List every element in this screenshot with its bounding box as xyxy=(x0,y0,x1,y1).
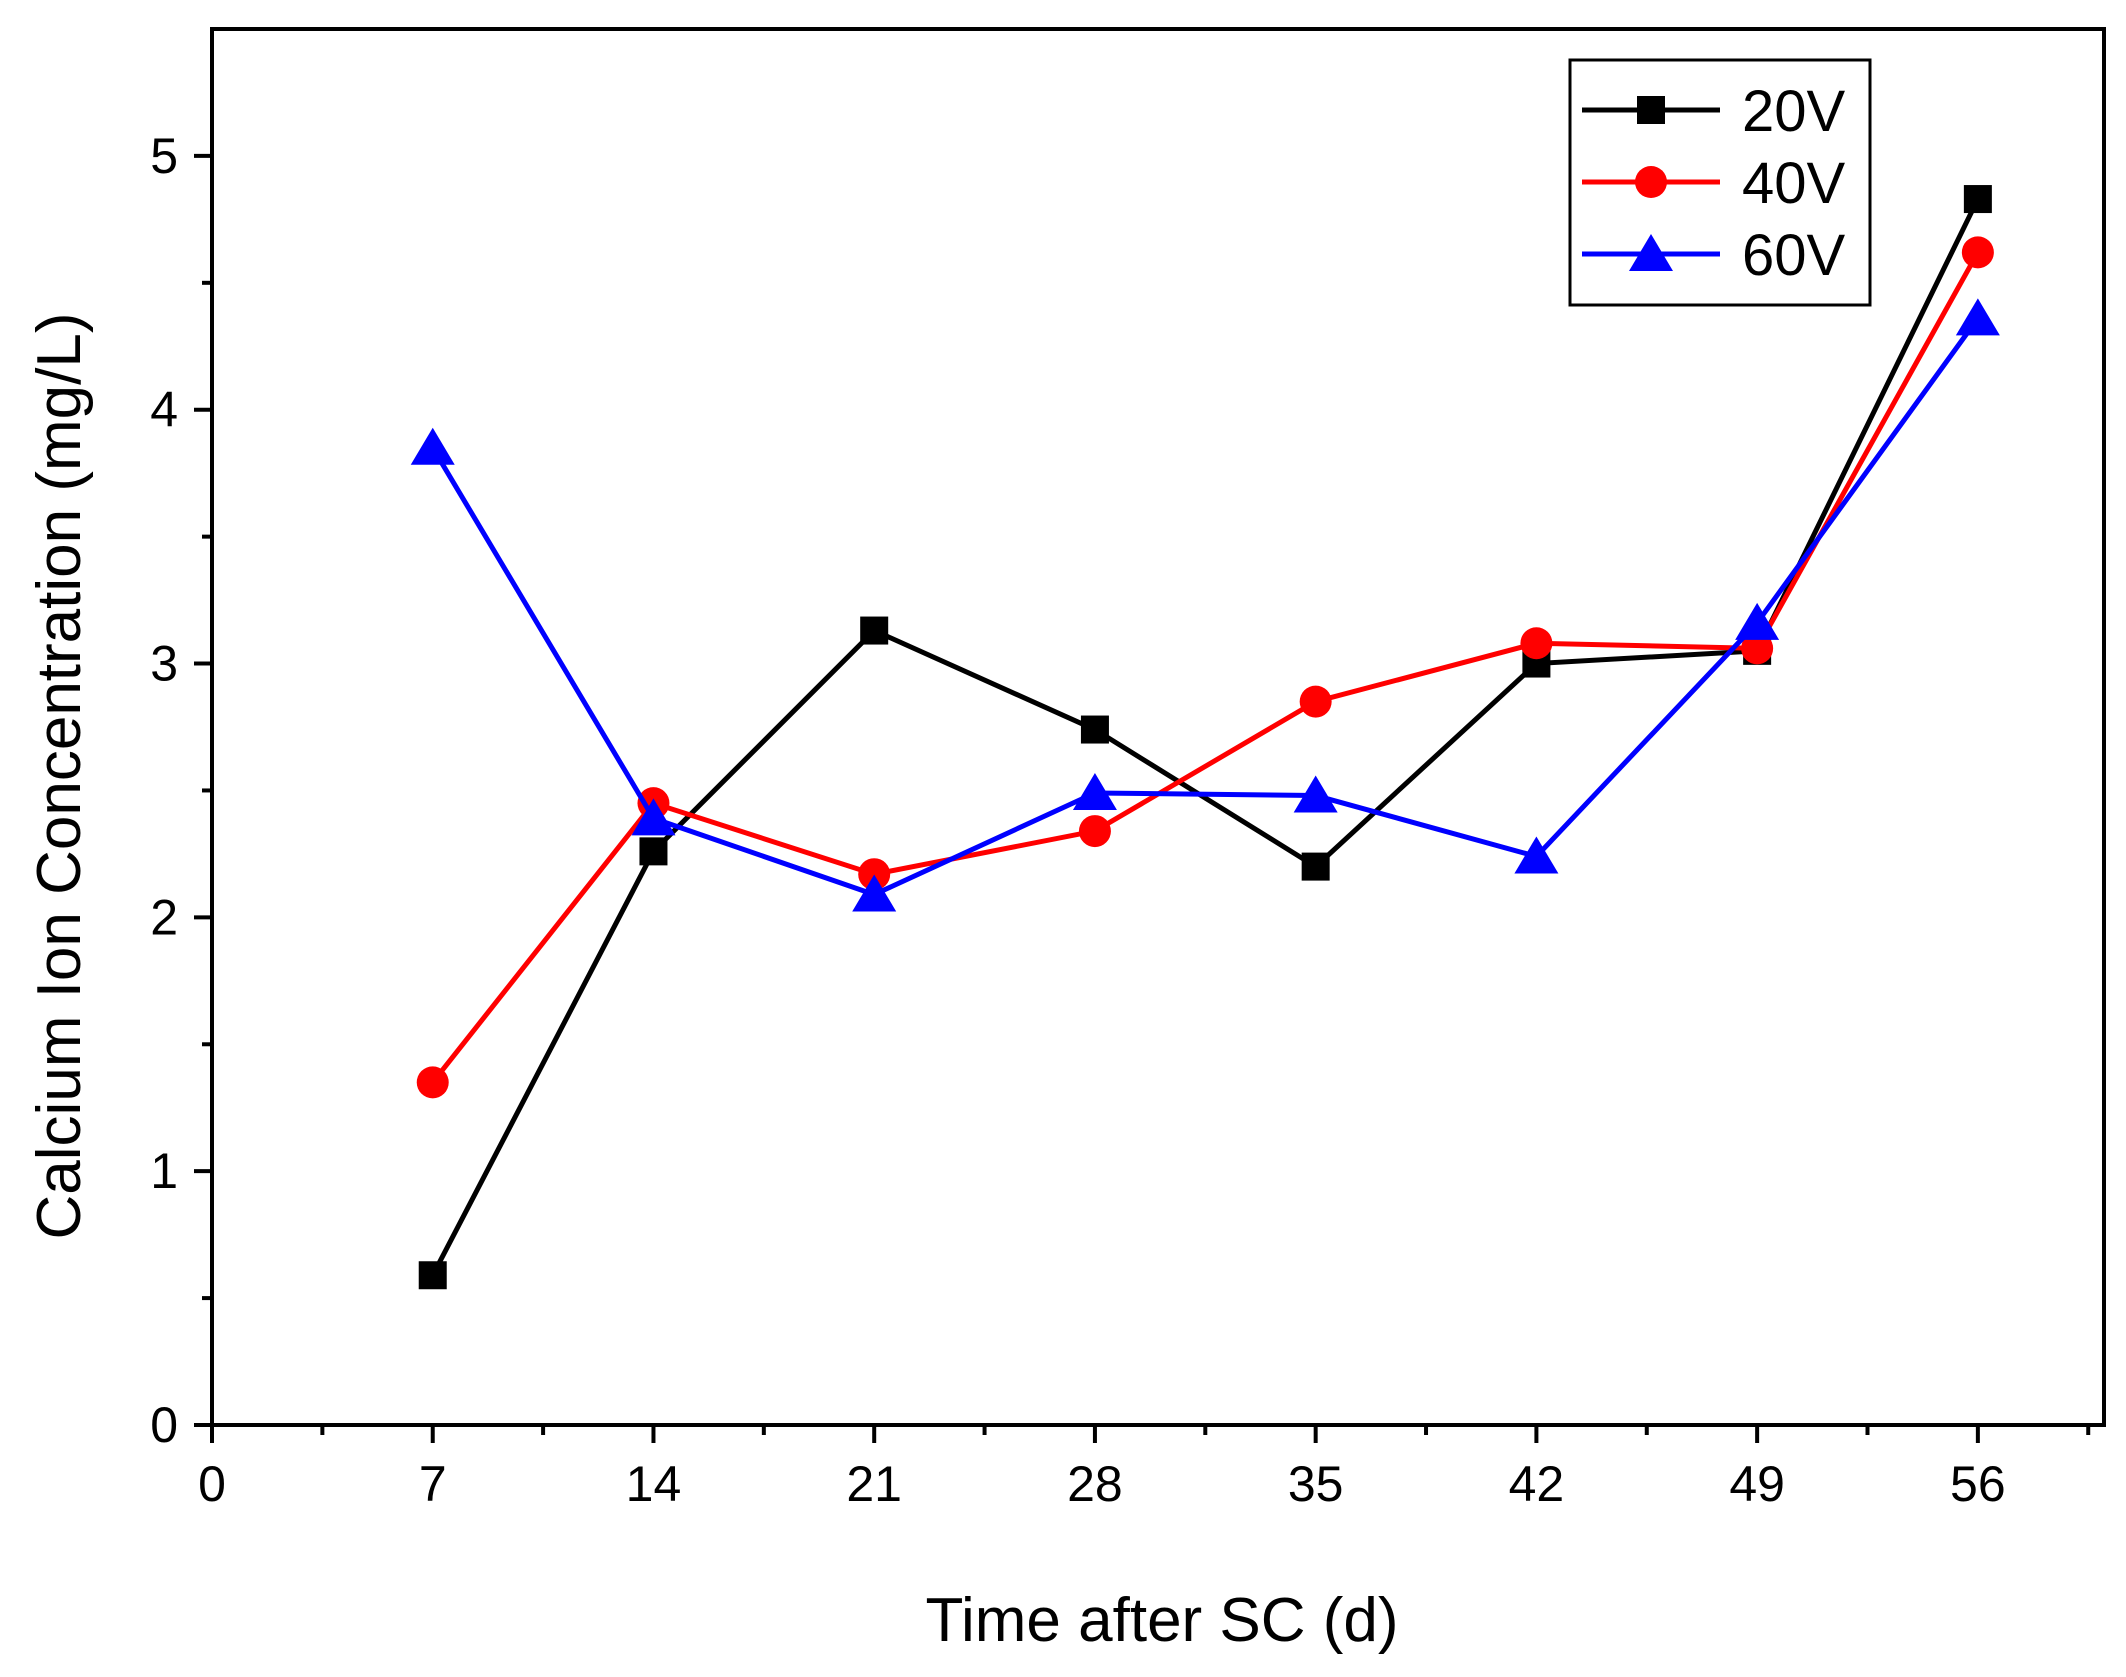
data-point-40V xyxy=(416,1066,449,1099)
series-40V xyxy=(416,236,1994,1099)
series-line-20V xyxy=(430,197,1981,1277)
x-tick-label: 21 xyxy=(846,1456,902,1512)
legend-marker-20V xyxy=(1637,96,1665,124)
x-tick-label: 28 xyxy=(1067,1456,1123,1512)
x-tick-label: 42 xyxy=(1509,1456,1565,1512)
plot-series xyxy=(410,185,2000,1290)
data-point-20V xyxy=(418,1261,447,1290)
series-20V xyxy=(418,185,1992,1290)
legend-marker-60V xyxy=(1629,234,1673,271)
y-tick-label: 3 xyxy=(150,636,178,692)
legend-label-40V: 40V xyxy=(1742,151,1846,216)
data-point-40V xyxy=(1078,815,1111,848)
series-line-60V xyxy=(430,316,1980,898)
data-point-60V xyxy=(1072,772,1117,810)
data-point-40V xyxy=(1299,685,1332,718)
y-tick-label: 5 xyxy=(150,128,178,184)
y-tick-label: 2 xyxy=(150,889,178,945)
data-point-60V xyxy=(410,427,455,465)
series-line-40V xyxy=(430,251,1981,1084)
x-tick-label: 14 xyxy=(626,1456,682,1512)
y-tick-label: 1 xyxy=(150,1143,178,1199)
x-tick-label: 49 xyxy=(1729,1456,1785,1512)
y-axis-title: Calcium Ion Concentration (mg/L) xyxy=(25,313,94,1240)
y-tick-label: 4 xyxy=(150,382,178,438)
legend: 20V 40V 60V xyxy=(1568,58,1872,307)
series-60V xyxy=(410,298,2000,912)
data-point-60V xyxy=(1735,602,1780,640)
data-point-40V xyxy=(1961,236,1994,269)
x-tick-label: 35 xyxy=(1288,1456,1344,1512)
x-tick-label: 56 xyxy=(1950,1456,2006,1512)
data-point-60V xyxy=(1293,775,1338,813)
data-point-60V xyxy=(852,874,897,912)
data-point-20V xyxy=(639,837,668,866)
x-tick-label: 7 xyxy=(419,1456,447,1512)
legend-marker-40V xyxy=(1635,166,1667,198)
data-point-40V xyxy=(1520,627,1553,660)
legend-label-60V: 60V xyxy=(1742,223,1846,288)
data-point-40V xyxy=(858,858,891,891)
x-axis-title: Time after SC (d) xyxy=(925,1586,1398,1655)
plot-frame xyxy=(210,27,2106,1427)
data-point-60V xyxy=(631,798,676,836)
data-point-60V xyxy=(1955,298,2000,336)
data-point-20V xyxy=(1301,852,1330,881)
data-point-40V xyxy=(1741,632,1774,665)
data-point-60V xyxy=(1514,836,1559,874)
data-point-20V xyxy=(1080,715,1109,744)
x-tick-label: 0 xyxy=(198,1456,226,1512)
legend-label-20V: 20V xyxy=(1742,79,1846,144)
data-point-20V xyxy=(1963,185,1992,214)
axes: 0 7 14 21 28 35 42 49 56 0 1 2 3 4 5 xyxy=(150,27,2106,1512)
data-point-20V xyxy=(860,616,889,645)
y-tick-label: 0 xyxy=(150,1397,178,1453)
